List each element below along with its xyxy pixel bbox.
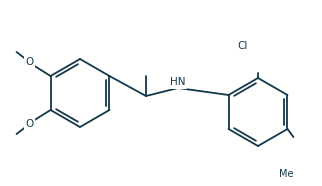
Text: Cl: Cl (238, 41, 248, 51)
Text: Me: Me (279, 169, 293, 179)
Text: O: O (25, 119, 34, 129)
Text: O: O (25, 57, 34, 67)
Text: HN: HN (170, 77, 186, 87)
